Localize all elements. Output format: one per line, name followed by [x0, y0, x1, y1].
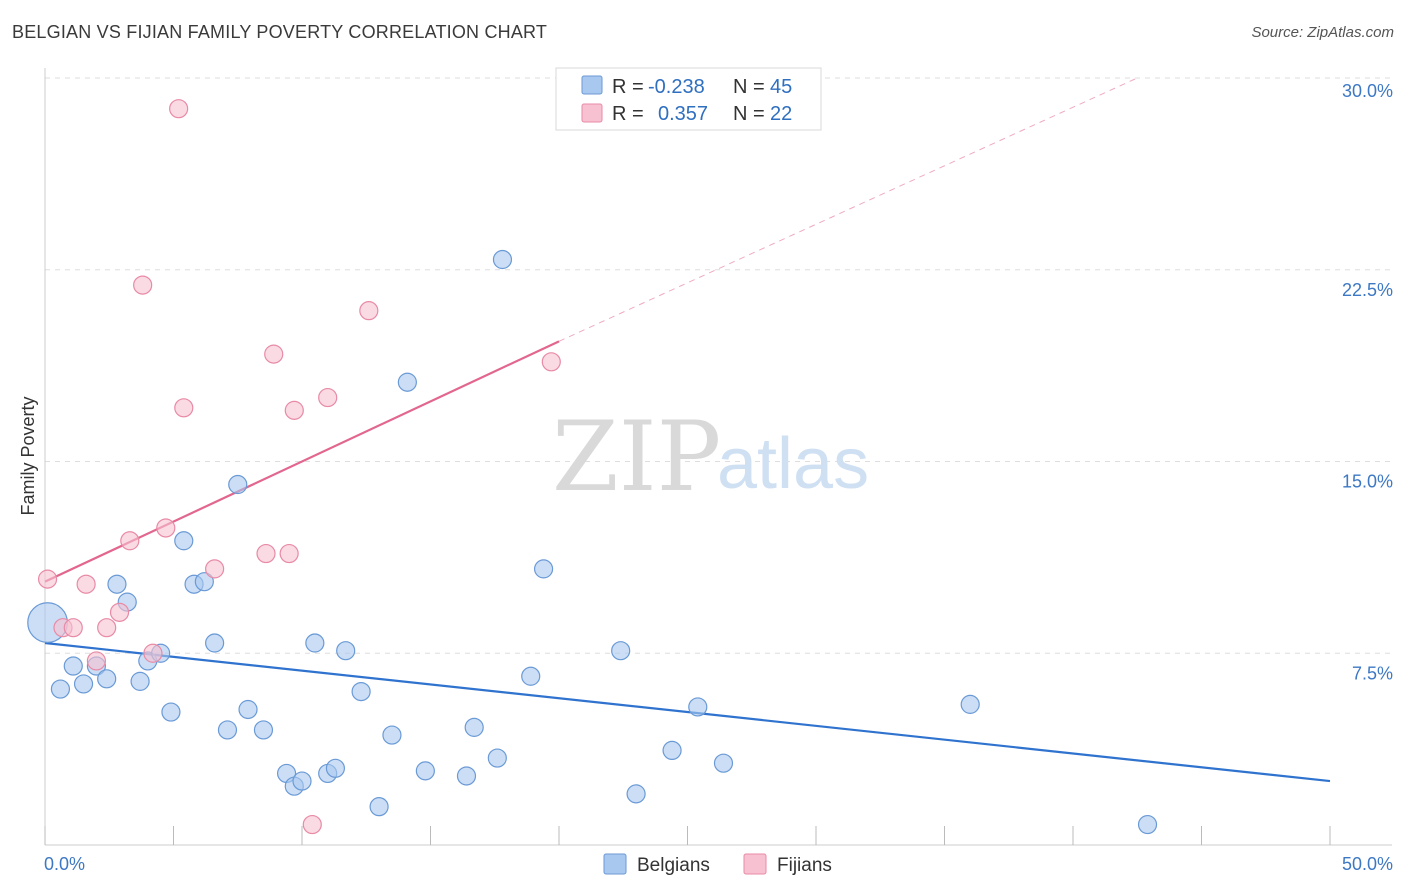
- trend-line-belgians: [44, 641, 1331, 783]
- watermark: ZIP atlas: [552, 401, 869, 513]
- legend-swatch-fijians: [581, 103, 603, 123]
- point-belgians: [464, 717, 484, 737]
- y-tick-label: 22.5%: [1342, 280, 1393, 300]
- y-axis-title: Family Poverty: [18, 396, 38, 515]
- point-belgians: [351, 681, 371, 702]
- point-belgians: [161, 702, 181, 722]
- point-belgians: [325, 758, 346, 778]
- legend-bottom-label-fijians: Fijians: [777, 855, 832, 876]
- legend-n-value: 22: [770, 103, 792, 125]
- point-belgians: [97, 669, 117, 689]
- legend-bottom: Belgians Fijians: [603, 853, 832, 876]
- point-belgians: [456, 766, 477, 786]
- legend-bottom-swatch-belgians: [603, 853, 627, 875]
- point-fijians: [169, 99, 189, 119]
- point-fijians: [541, 352, 561, 372]
- point-fijians: [279, 543, 299, 564]
- point-belgians: [1137, 814, 1158, 835]
- axes: 7.5% 15.0% 22.5% 30.0% 0.0% 50.0%: [44, 68, 1393, 874]
- point-belgians: [521, 666, 541, 686]
- point-fijians: [63, 618, 83, 638]
- legend-bottom-label-belgians: Belgians: [637, 855, 710, 876]
- legend-n-value: 45: [770, 76, 792, 98]
- legend-n-label: N =: [733, 76, 765, 98]
- y-tick-label: 7.5%: [1352, 663, 1393, 683]
- point-belgians: [217, 720, 238, 740]
- point-belgians: [50, 679, 71, 699]
- point-fijians: [156, 518, 176, 538]
- point-belgians: [611, 641, 631, 661]
- x-tick-label: 50.0%: [1342, 854, 1393, 874]
- point-belgians: [336, 641, 356, 661]
- point-belgians: [415, 761, 435, 781]
- trend-extension-fijians: [558, 77, 1138, 342]
- point-belgians: [305, 633, 325, 653]
- point-belgians: [662, 740, 682, 761]
- point-belgians: [73, 674, 94, 694]
- point-belgians: [63, 656, 83, 676]
- point-fijians: [264, 344, 284, 364]
- point-belgians: [174, 531, 194, 551]
- legend-r-value: 0.357: [658, 103, 708, 125]
- point-belgians: [292, 771, 312, 791]
- point-fijians: [133, 275, 153, 295]
- point-fijians: [284, 400, 304, 420]
- point-belgians: [228, 474, 248, 495]
- point-fijians: [256, 543, 276, 564]
- point-belgians: [107, 574, 127, 594]
- point-fijians: [76, 574, 96, 594]
- watermark-atlas: atlas: [717, 424, 869, 504]
- chart-title: BELGIAN VS FIJIAN FAMILY POVERTY CORRELA…: [12, 22, 548, 42]
- data-points: [27, 99, 1158, 835]
- x-tick-label: 0.0%: [44, 854, 85, 874]
- legend-r-value: -0.238: [648, 76, 705, 98]
- point-belgians: [487, 748, 507, 768]
- y-tick-label: 15.0%: [1342, 472, 1393, 492]
- point-belgians: [492, 249, 513, 270]
- watermark-zip: ZIP: [552, 401, 721, 513]
- legend-bottom-swatch-fijians: [743, 853, 767, 875]
- point-belgians: [382, 725, 402, 745]
- legend-n-label: N =: [733, 103, 765, 125]
- source-credit: Source: ZipAtlas.com: [1251, 24, 1394, 41]
- point-belgians: [533, 559, 554, 579]
- point-fijians: [359, 301, 379, 321]
- legend-swatch-belgians: [581, 75, 603, 95]
- point-fijians: [205, 559, 225, 579]
- legend-r-label: R =: [612, 103, 644, 125]
- point-fijians: [318, 387, 338, 408]
- point-belgians: [369, 797, 389, 817]
- point-belgians: [194, 572, 214, 592]
- legend-top: R = -0.238 N = 45 R = 0.357 N = 22: [555, 67, 822, 131]
- point-fijians: [97, 618, 117, 638]
- point-belgians: [960, 694, 980, 714]
- point-fijians: [302, 814, 322, 835]
- point-belgians: [713, 753, 734, 773]
- point-fijians: [37, 569, 58, 589]
- point-fijians: [86, 651, 107, 671]
- point-belgians: [238, 699, 258, 720]
- point-belgians: [688, 697, 708, 717]
- point-fijians: [109, 602, 130, 622]
- point-fijians: [143, 643, 163, 663]
- legend-r-label: R =: [612, 76, 644, 98]
- point-belgians: [205, 633, 225, 653]
- point-belgians: [397, 372, 417, 392]
- point-belgians: [626, 784, 646, 804]
- point-belgians: [130, 671, 150, 691]
- point-fijians: [174, 398, 194, 418]
- point-fijians: [120, 531, 140, 551]
- y-tick-label: 30.0%: [1342, 81, 1393, 101]
- point-belgians: [253, 720, 274, 740]
- gridlines: [45, 77, 1392, 654]
